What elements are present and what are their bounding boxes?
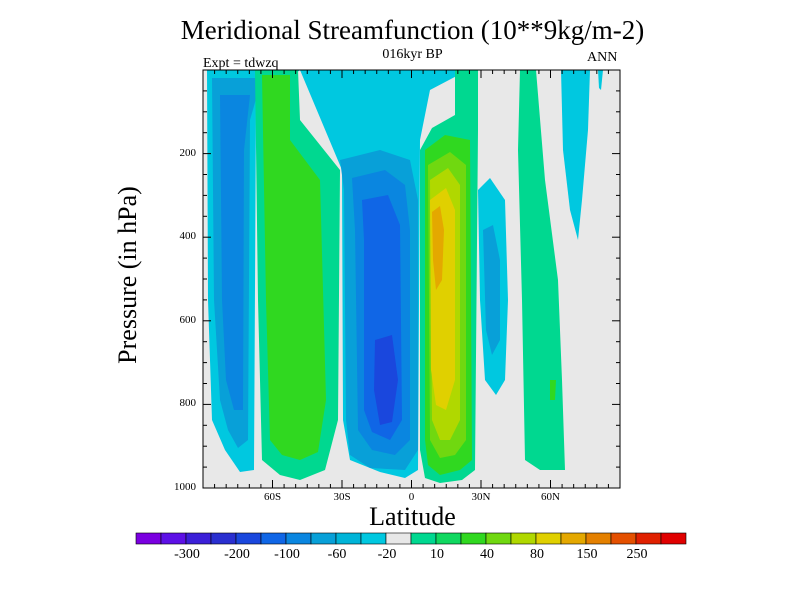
x-tick-label: 60N [541,491,560,503]
colorbar-label: -300 [174,547,200,562]
y-tick-label: 800 [179,397,197,410]
colorbar-swatch [460,532,487,545]
colorbar-swatch [160,532,187,545]
colorbar-label: 40 [480,547,494,562]
colorbar-label: -100 [274,547,300,562]
experiment-label: Expt = tdwzq [203,56,279,71]
tropical-negative-cell [300,70,468,478]
plot-area [202,69,621,489]
season-label: ANN [587,50,618,65]
colorbar-swatch [185,532,212,545]
tropical-positive-cell [420,70,478,483]
colorbar-swatch [435,532,462,545]
colorbar-swatch [385,532,412,545]
colorbar [135,532,687,545]
colorbar-swatch [235,532,262,545]
nh-negative-cell [478,178,508,395]
colorbar-swatch [585,532,612,545]
colorbar-swatch [260,532,287,545]
colorbar-swatch [485,532,512,545]
colorbar-label: 80 [530,547,544,562]
colorbar-label: 10 [430,547,444,562]
colorbar-swatch [360,532,387,545]
y-tick-label: 600 [179,313,197,326]
x-tick-label: 30S [333,491,351,503]
colorbar-swatch [660,532,687,545]
axis-ticks [202,70,621,488]
y-tick-label: 400 [179,230,197,243]
x-tick-label: 0 [408,491,415,503]
y-tick-label: 1000 [174,481,196,493]
chart-subtitle: 016kyr BP [382,47,443,62]
colorbar-swatch [560,532,587,545]
southern-positive-cell [255,70,340,480]
colorbar-swatch [135,532,162,545]
y-tick-label: 200 [179,146,197,159]
colorbar-label: -200 [224,547,250,562]
colorbar-label: 250 [626,547,648,562]
southern-negative-cell [207,70,300,472]
chart-title: Meridional Streamfunction (10**9kg/m-2) [180,15,645,45]
nh-positive-cell [518,70,565,470]
colorbar-swatch [285,532,312,545]
colorbar-swatch [510,532,537,545]
x-tick-label: 30N [471,491,491,503]
colorbar-label: 150 [576,547,598,562]
colorbar-label: -60 [327,547,347,562]
colorbar-swatch [335,532,362,545]
colorbar-swatch [310,532,337,545]
colorbar-label: -20 [377,547,397,562]
colorbar-swatch [535,532,562,545]
colorbar-swatch [610,532,637,545]
nh-polar-negative-cell [561,70,603,240]
x-tick-label: 60S [263,491,282,503]
colorbar-swatch [410,532,437,545]
colorbar-swatch [210,532,237,545]
x-axis-label: Latitude [369,502,456,531]
colorbar-swatch [635,532,662,545]
